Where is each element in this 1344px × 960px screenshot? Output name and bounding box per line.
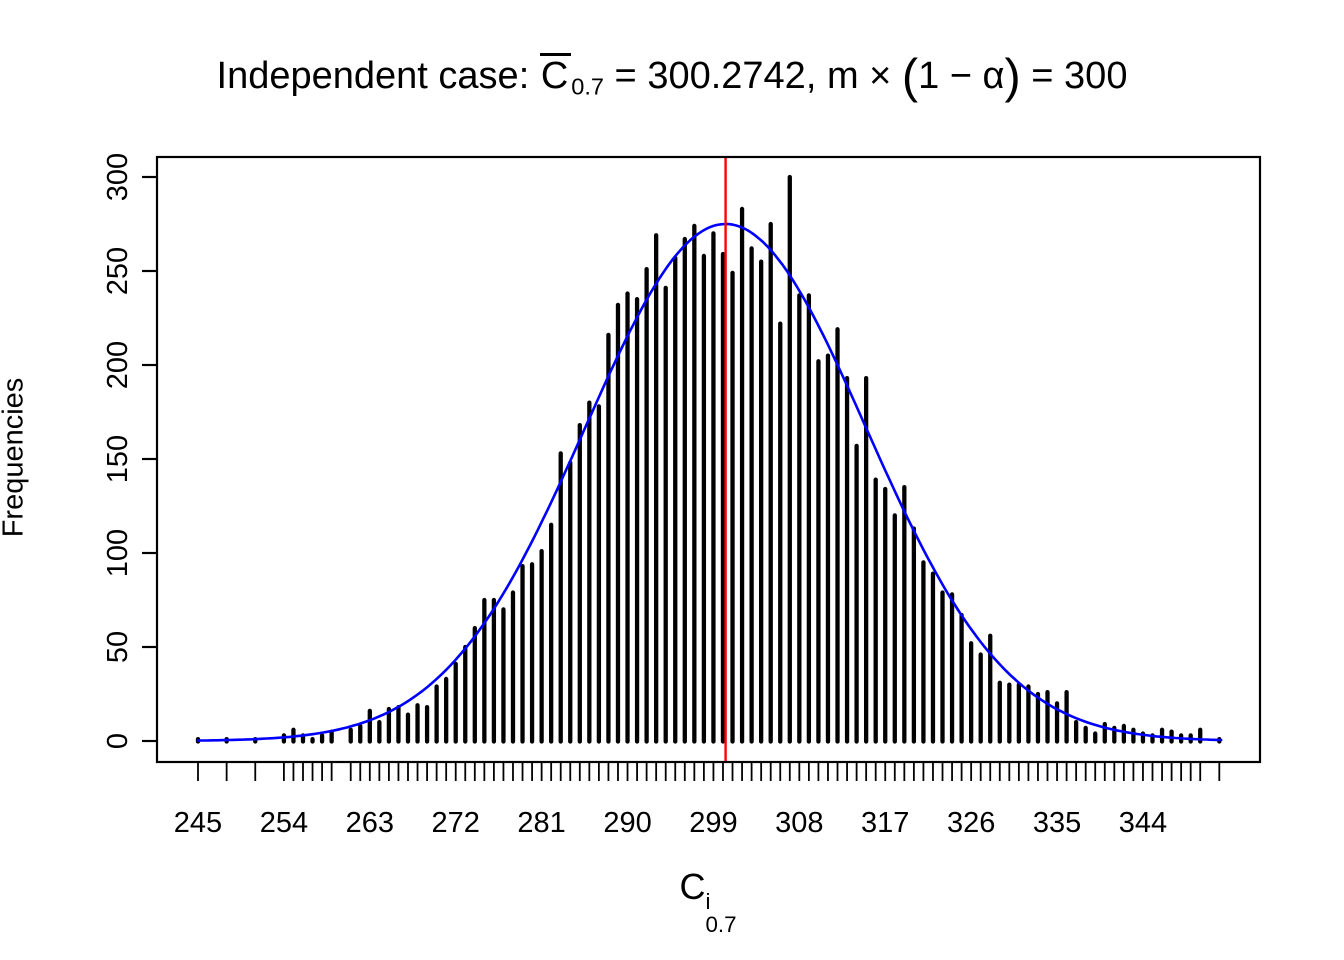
title-paren-inner: 1 − α bbox=[918, 55, 1005, 97]
x-tick-label: 272 bbox=[432, 807, 480, 839]
x-tick-label: 317 bbox=[861, 807, 909, 839]
y-tick-label: 100 bbox=[102, 529, 134, 577]
title-equals-2: = bbox=[1020, 55, 1065, 97]
density-curve bbox=[196, 222, 1223, 742]
title-open-paren: ( bbox=[901, 49, 919, 104]
title-cbar-subscript: 0.7 bbox=[571, 73, 604, 100]
x-tick-label: 299 bbox=[689, 807, 737, 839]
title-mean-value: 300.2742 bbox=[647, 55, 806, 97]
x-label-subscript: 0.7 bbox=[705, 911, 737, 937]
title-close-paren: ) bbox=[1004, 49, 1021, 104]
y-tick-label: 50 bbox=[102, 631, 134, 663]
title-prefix: Independent case: bbox=[216, 55, 540, 97]
x-tick-label: 245 bbox=[174, 807, 222, 839]
x-tick-label: 308 bbox=[775, 807, 823, 839]
x-tick-label: 344 bbox=[1119, 807, 1167, 839]
x-tick-label: 290 bbox=[603, 807, 651, 839]
y-tick-label: 150 bbox=[102, 435, 134, 483]
y-tick-label: 300 bbox=[102, 153, 134, 201]
y-tick-label: 250 bbox=[102, 247, 134, 295]
x-tick-label: 335 bbox=[1033, 807, 1081, 839]
y-tick-label: 0 bbox=[102, 733, 134, 749]
x-tick-label: 263 bbox=[346, 807, 394, 839]
y-tick-label: 200 bbox=[102, 341, 134, 389]
title-m-symbol: m bbox=[826, 55, 859, 97]
y-axis-title: Frequencies bbox=[0, 377, 30, 538]
plot-box bbox=[155, 155, 1262, 764]
x-label-superscript: i bbox=[705, 889, 711, 915]
x-tick-label: 254 bbox=[260, 807, 308, 839]
x-tick-label: 281 bbox=[517, 807, 565, 839]
title-cbar-symbol: C bbox=[539, 53, 572, 97]
x-label-scripts: i 0.7 bbox=[705, 889, 737, 937]
x-label-base: C bbox=[679, 866, 706, 907]
title-equals: = bbox=[604, 55, 648, 97]
title-separator: , bbox=[805, 55, 827, 97]
title-times-sign: × bbox=[858, 55, 902, 97]
title-target-value: 300 bbox=[1064, 55, 1128, 97]
chart-title: Independent case: C 0.7 = 300.2742, m × (… bbox=[0, 52, 1344, 111]
x-tick-label: 326 bbox=[947, 807, 995, 839]
